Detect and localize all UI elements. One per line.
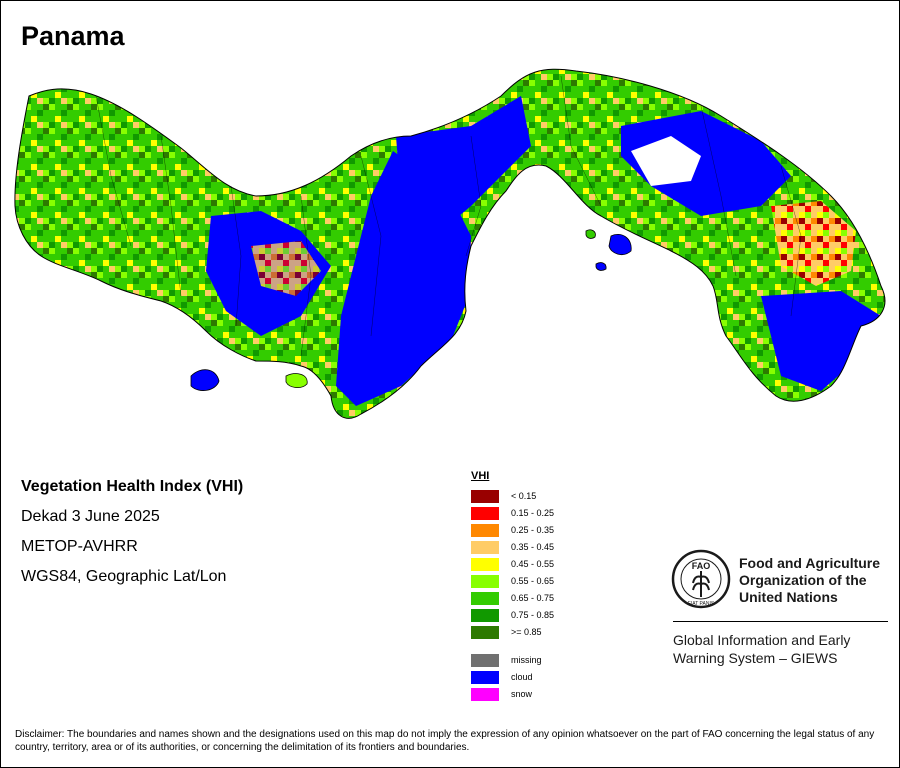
organization-name: Food and Agriculture Organization of the…	[739, 555, 899, 606]
legend-label: < 0.15	[511, 491, 537, 501]
legend-swatch	[471, 490, 499, 503]
disclaimer: Disclaimer: The boundaries and names sho…	[15, 729, 875, 753]
legend-title: VHI	[471, 470, 490, 482]
fao-logo: FAO FIAT PANIS	[671, 549, 731, 609]
vhi-raster	[14, 69, 885, 419]
admin-boundaries	[95, 75, 802, 357]
cloud-area-darien	[621, 111, 791, 216]
vhi-map	[14, 68, 886, 419]
system-name-line2: Warning System – GIEWS	[673, 650, 838, 666]
legend-label: 0.25 - 0.35	[511, 525, 555, 535]
legend-swatch	[471, 558, 499, 571]
legend-swatch	[471, 609, 499, 622]
fao-logo-motto: FIAT PANIS	[688, 601, 715, 607]
legend-swatch	[471, 654, 499, 667]
stress-area-darien	[771, 201, 856, 286]
legend-label: 0.45 - 0.55	[511, 559, 555, 569]
legend-swatch	[471, 592, 499, 605]
legend-label: snow	[511, 689, 533, 699]
sensor-label: METOP-AVHRR	[21, 538, 138, 555]
legend-swatch	[471, 541, 499, 554]
projection-label: WGS84, Geographic Lat/Lon	[21, 568, 227, 585]
system-name-line1: Global Information and Early	[673, 632, 851, 648]
system-name: Global Information and Early Warning Sys…	[673, 631, 893, 667]
no-data-area	[631, 136, 701, 186]
legend-swatch	[471, 671, 499, 684]
legend-swatch	[471, 688, 499, 701]
period-label: Dekad 3 June 2025	[21, 508, 160, 525]
index-name: Vegetation Health Index (VHI)	[21, 478, 244, 495]
organization-name-line1: Food and Agriculture	[739, 555, 881, 571]
legend-swatch	[471, 524, 499, 537]
legend-label: 0.55 - 0.65	[511, 576, 555, 586]
islands	[190, 229, 632, 391]
organization-name-line2: Organization of the	[739, 572, 867, 588]
cloud-area-central-north	[396, 96, 531, 231]
legend-swatch	[471, 507, 499, 520]
legend-label: 0.65 - 0.75	[511, 593, 555, 603]
organization-name-line3: United Nations	[739, 589, 838, 605]
legend-swatch	[471, 626, 499, 639]
fao-logo-text: FAO	[692, 561, 711, 571]
organization-divider	[673, 621, 888, 622]
legend-label: missing	[511, 655, 542, 665]
legend-label: cloud	[511, 672, 533, 682]
legend-label: 0.75 - 0.85	[511, 610, 555, 620]
legend-label: >= 0.85	[511, 627, 542, 637]
legend-label: 0.35 - 0.45	[511, 542, 555, 552]
map-title: Panama	[21, 21, 125, 51]
stress-area-azuero	[251, 241, 321, 296]
legend-swatch	[471, 575, 499, 588]
legend-label: 0.15 - 0.25	[511, 508, 555, 518]
